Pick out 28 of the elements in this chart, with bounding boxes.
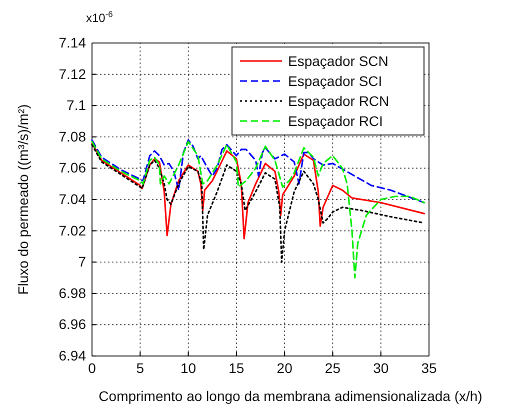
y-tick-label: 6.96 — [58, 316, 86, 332]
x-tick-label: 15 — [228, 360, 244, 376]
y-tick-label: 6.94 — [58, 347, 86, 364]
x-tick-label: 30 — [373, 360, 389, 376]
legend-label: Espaçador RCN — [288, 93, 390, 109]
y-tick-label: 7.12 — [58, 66, 86, 82]
y-tick-label: 7.04 — [58, 190, 86, 207]
y-tick-label: 6.98 — [58, 284, 86, 301]
x-tick-label: 0 — [88, 360, 96, 376]
text: x10$^{-6}$ — [86, 9, 114, 25]
line-series — [91, 139, 425, 204]
line-series — [91, 142, 425, 240]
y-tick-label: 7.06 — [58, 160, 86, 176]
x-tick-label: 5 — [136, 360, 144, 376]
x-axis-title: Comprimento ao longo da membrana adimensionalizada (x/h) — [98, 388, 482, 404]
y-tick-label: 7.1 — [66, 97, 86, 114]
y-tick-label: 7.14 — [58, 34, 86, 50]
legend-label: Espaçador RCI — [288, 113, 383, 129]
legend-label: Espaçador SCN — [288, 53, 388, 69]
x-tick-label: 10 — [180, 360, 196, 376]
x-tick-label: 35 — [421, 360, 437, 376]
legend-label: Espaçador SCI — [288, 73, 382, 89]
y-tick-label: 7.02 — [58, 222, 86, 238]
y-tick-label: 7.08 — [58, 128, 86, 144]
y-tick-label: 7 — [78, 254, 86, 270]
x-tick-label: 20 — [276, 360, 293, 376]
y-axis-title: Fluxo do permeado ((m³/s)/m²) — [15, 104, 31, 295]
x-tick-label: 25 — [324, 360, 341, 376]
